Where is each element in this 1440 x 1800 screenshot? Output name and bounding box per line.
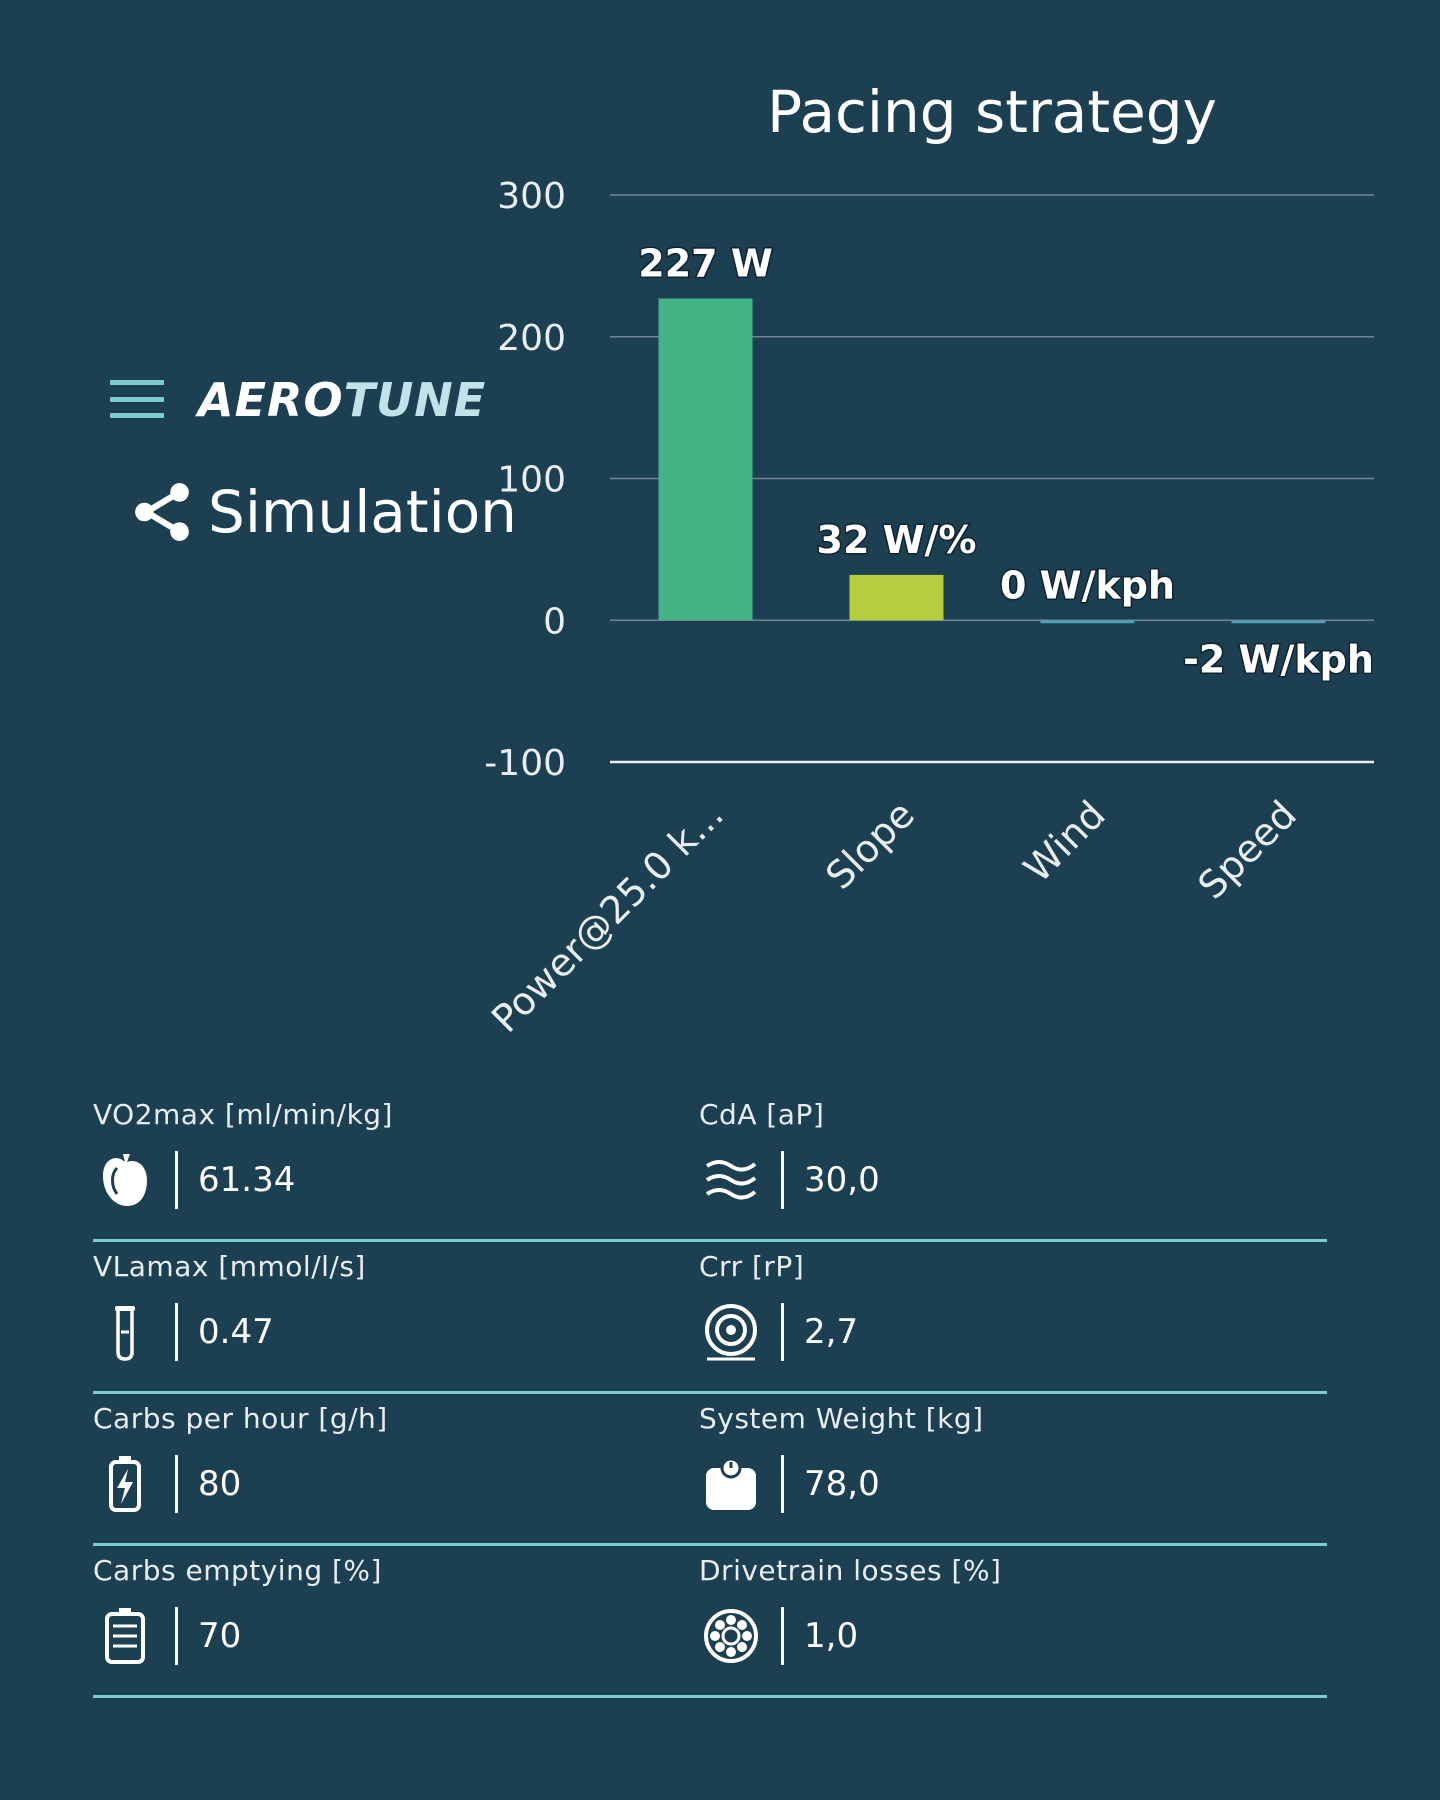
param-value: 78,0 xyxy=(804,1464,880,1504)
y-tick-label: 0 xyxy=(543,601,566,642)
param-label: CdA [aP] xyxy=(699,1098,825,1131)
y-tick-label: 200 xyxy=(497,318,566,359)
bearing-icon xyxy=(699,1604,763,1668)
data-label: 227 W xyxy=(638,241,772,285)
logo-text-aero: AERO xyxy=(198,373,344,427)
bar xyxy=(1040,620,1135,624)
battery-icon xyxy=(93,1604,157,1668)
aerotune-logo[interactable]: AEROTUNE xyxy=(198,372,486,428)
divider xyxy=(175,1607,178,1665)
wind-icon xyxy=(699,1148,763,1212)
y-tick-label: -100 xyxy=(484,743,566,784)
bar xyxy=(658,298,753,621)
test-tube-icon xyxy=(93,1300,157,1364)
x-tick-label: Wind xyxy=(1015,792,1114,891)
param-value: 0.47 xyxy=(198,1312,274,1352)
y-tick-label: 100 xyxy=(497,460,566,501)
share-nodes-icon xyxy=(135,483,189,541)
param-value: 1,0 xyxy=(804,1616,859,1656)
data-label: 32 W/% xyxy=(817,518,977,562)
nav-item-simulation[interactable]: Simulation xyxy=(132,478,517,546)
param-system-weight[interactable]: System Weight [kg] 78,0 xyxy=(699,1394,1327,1546)
x-tick-label: Slope xyxy=(817,792,923,898)
param-value: 61.34 xyxy=(198,1160,296,1200)
menu-icon[interactable] xyxy=(110,380,164,418)
param-carbs-emptying[interactable]: Carbs emptying [%] 70 xyxy=(93,1546,699,1698)
param-carbs-per-hour[interactable]: Carbs per hour [g/h] 80 xyxy=(93,1394,699,1546)
tire-icon xyxy=(699,1300,763,1364)
param-drivetrain-losses[interactable]: Drivetrain losses [%] 1,0 xyxy=(699,1546,1327,1698)
param-label: System Weight [kg] xyxy=(699,1402,984,1435)
param-label: Carbs per hour [g/h] xyxy=(93,1402,388,1435)
x-tick-label: Power@25.0 k... xyxy=(483,792,732,1040)
param-vo2max[interactable]: VO2max [ml/min/kg] 61.34 xyxy=(93,1090,699,1242)
y-tick-label: 300 xyxy=(497,176,566,217)
logo-text-tune: TUNE xyxy=(343,373,487,427)
nav-label-simulation: Simulation xyxy=(208,478,517,546)
sidebar: AEROTUNE Simulation xyxy=(0,0,517,900)
parameter-grid: VO2max [ml/min/kg] 61.34 CdA [aP] 30,0 V… xyxy=(93,1090,1327,1698)
param-value: 70 xyxy=(198,1616,242,1656)
chart-canvas: Pacing strategy 300 200 100 0 -100 227 W Power@… xyxy=(483,78,1375,1040)
bar xyxy=(849,574,944,621)
divider xyxy=(781,1151,784,1209)
heart-icon xyxy=(93,1148,157,1212)
param-cda[interactable]: CdA [aP] 30,0 xyxy=(699,1090,1327,1242)
param-value: 2,7 xyxy=(804,1312,859,1352)
divider xyxy=(175,1303,178,1361)
divider xyxy=(781,1607,784,1665)
param-label: Crr [rP] xyxy=(699,1250,805,1283)
data-label: -2 W/kph xyxy=(1183,637,1374,681)
divider xyxy=(175,1151,178,1209)
param-label: Carbs emptying [%] xyxy=(93,1554,382,1587)
param-label: VO2max [ml/min/kg] xyxy=(93,1098,393,1131)
divider xyxy=(175,1455,178,1513)
param-value: 80 xyxy=(198,1464,242,1504)
bar xyxy=(1231,620,1326,624)
x-tick-label: Speed xyxy=(1190,792,1305,907)
param-crr[interactable]: Crr [rP] 2,7 xyxy=(699,1242,1327,1394)
divider xyxy=(781,1303,784,1361)
pacing-strategy-chart: Pacing strategy 300 200 100 0 -100 227 W Power@… xyxy=(470,60,1430,1040)
param-value: 30,0 xyxy=(804,1160,880,1200)
param-label: Drivetrain losses [%] xyxy=(699,1554,1002,1587)
param-label: VLamax [mmol/l/s] xyxy=(93,1250,366,1283)
data-label: 0 W/kph xyxy=(1000,563,1175,607)
param-vlamax[interactable]: VLamax [mmol/l/s] 0.47 xyxy=(93,1242,699,1394)
battery-charge-icon xyxy=(93,1452,157,1516)
scale-icon xyxy=(699,1452,763,1516)
divider xyxy=(781,1455,784,1513)
chart-title: Pacing strategy xyxy=(767,78,1217,146)
